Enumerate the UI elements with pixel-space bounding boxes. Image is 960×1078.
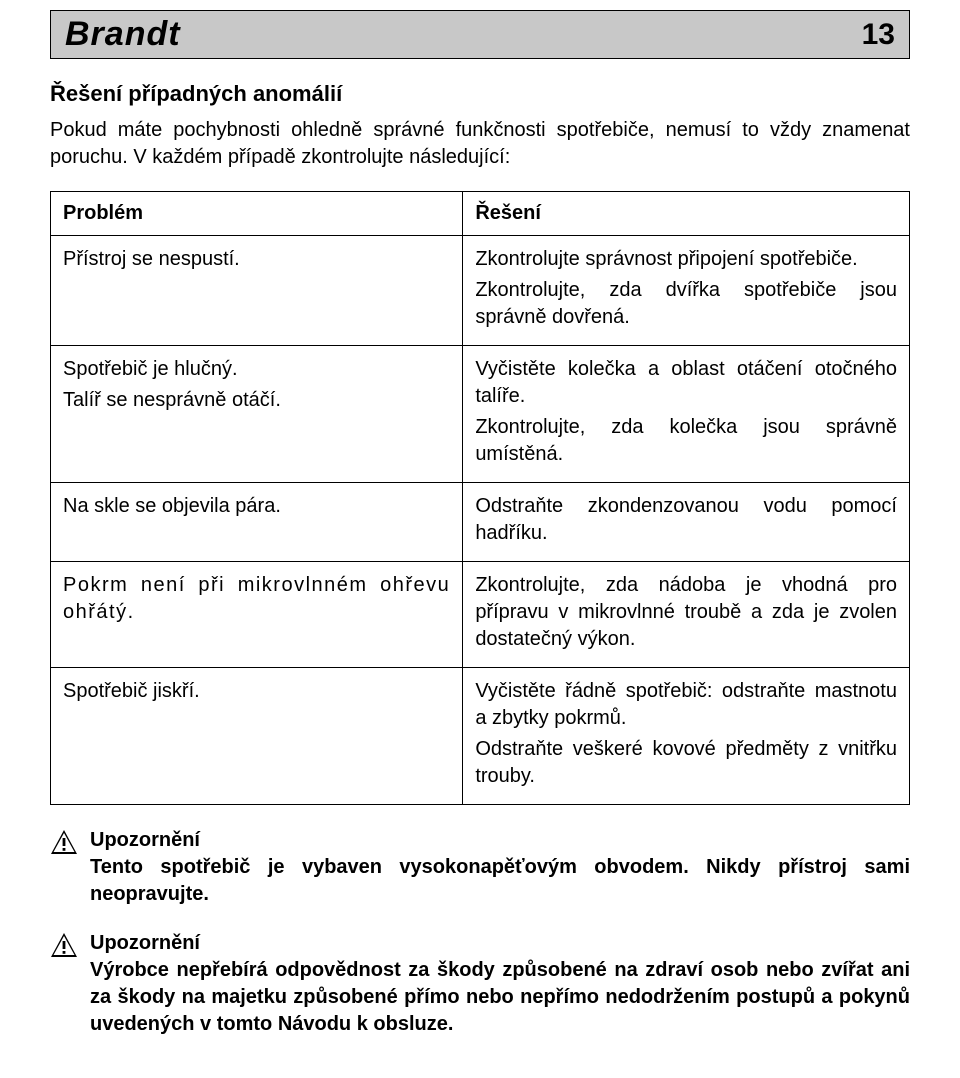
solution-text: Odstraňte zkondenzovanou vodu pomocí had… <box>475 493 897 547</box>
problem-text: Spotřebič jiskří. <box>63 678 450 705</box>
solution-cell: Vyčistěte řádně spotřebič: odstraňte mas… <box>463 668 910 805</box>
warning-icon <box>50 932 78 964</box>
problem-text: Na skle se objevila pára. <box>63 493 450 520</box>
solution-cell: Odstraňte zkondenzovanou vodu pomocí had… <box>463 483 910 562</box>
problem-cell: Spotřebič jiskří. <box>51 668 463 805</box>
problem-text: Talíř se nesprávně otáčí. <box>63 387 450 414</box>
solution-cell: Vyčistěte kolečka a oblast otáčení otočn… <box>463 346 910 483</box>
warning-body: Tento spotřebič je vybaven vysokonapěťov… <box>90 856 910 905</box>
warning-block: Upozornění Tento spotřebič je vybaven vy… <box>50 827 910 908</box>
table-row: Spotřebič je hlučný. Talíř se nesprávně … <box>51 346 910 483</box>
page-number: 13 <box>862 18 895 52</box>
table-header-row: Problém Řešení <box>51 192 910 236</box>
solution-text: Odstraňte veškeré kovové předměty z vnit… <box>475 736 897 790</box>
problem-text: Spotřebič je hlučný. <box>63 356 450 383</box>
solution-text: Zkontrolujte, zda nádoba je vhodná pro p… <box>475 572 897 653</box>
solution-text: Vyčistěte řádně spotřebič: odstraňte mas… <box>475 678 897 732</box>
solution-text: Zkontrolujte, zda dvířka spotřebiče jsou… <box>475 277 897 331</box>
table-row: Na skle se objevila pára. Odstraňte zkon… <box>51 483 910 562</box>
page: Brandt 13 Řešení případných anomálií Pok… <box>0 10 960 1078</box>
problem-cell: Přístroj se nespustí. <box>51 236 463 346</box>
warning-text: Upozornění Výrobce nepřebírá odpovědnost… <box>90 930 910 1038</box>
solution-cell: Zkontrolujte, zda nádoba je vhodná pro p… <box>463 562 910 668</box>
solution-text: Vyčistěte kolečka a oblast otáčení otočn… <box>475 356 897 410</box>
warning-block: Upozornění Výrobce nepřebírá odpovědnost… <box>50 930 910 1038</box>
problem-cell: Pokrm není při mikrovlnném ohřevu ohřátý… <box>51 562 463 668</box>
header-solution: Řešení <box>463 192 910 236</box>
problem-text: Pokrm není při mikrovlnném ohřevu ohřátý… <box>63 572 450 626</box>
problem-text: Přístroj se nespustí. <box>63 246 450 273</box>
solution-text: Zkontrolujte správnost připojení spotřeb… <box>475 246 897 273</box>
solution-cell: Zkontrolujte správnost připojení spotřeb… <box>463 236 910 346</box>
section-title: Řešení případných anomálií <box>50 81 910 107</box>
brand-logo: Brandt <box>65 15 181 54</box>
warning-title: Upozornění <box>90 930 910 957</box>
table-row: Přístroj se nespustí. Zkontrolujte správ… <box>51 236 910 346</box>
solution-text: Zkontrolujte, zda kolečka jsou správně u… <box>475 414 897 468</box>
table-row: Spotřebič jiskří. Vyčistěte řádně spotře… <box>51 668 910 805</box>
warning-text: Upozornění Tento spotřebič je vybaven vy… <box>90 827 910 908</box>
problem-cell: Na skle se objevila pára. <box>51 483 463 562</box>
warning-body: Výrobce nepřebírá odpovědnost za škody z… <box>90 959 910 1035</box>
intro-paragraph: Pokud máte pochybnosti ohledně správné f… <box>50 117 910 171</box>
table-row: Pokrm není při mikrovlnném ohřevu ohřátý… <box>51 562 910 668</box>
header-bar: Brandt 13 <box>50 10 910 59</box>
warning-icon <box>50 829 78 861</box>
header-problem: Problém <box>51 192 463 236</box>
warning-title: Upozornění <box>90 827 910 854</box>
troubleshoot-table: Problém Řešení Přístroj se nespustí. Zko… <box>50 191 910 805</box>
problem-cell: Spotřebič je hlučný. Talíř se nesprávně … <box>51 346 463 483</box>
